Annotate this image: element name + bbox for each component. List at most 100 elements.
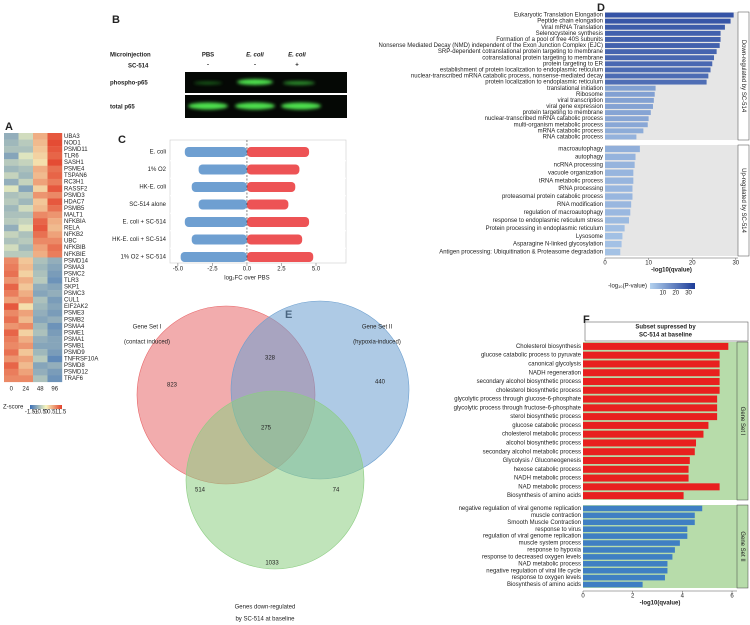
heat-cell bbox=[33, 342, 48, 350]
set-name: Gene Set I bbox=[133, 325, 162, 331]
heat-cell bbox=[18, 250, 34, 258]
lane-label: PBS bbox=[202, 53, 214, 59]
bar-label: viral transcription bbox=[558, 98, 603, 104]
row-label: NFKBIE bbox=[64, 252, 86, 258]
heat-cell bbox=[47, 329, 63, 337]
heat-cell bbox=[47, 342, 63, 350]
region-count: 275 bbox=[261, 426, 272, 432]
row-label: NOD1 bbox=[64, 140, 81, 146]
heat-cell bbox=[18, 342, 34, 350]
bar-label: alcohol biosynthetic process bbox=[506, 441, 581, 447]
bar bbox=[583, 567, 668, 574]
heat-cell bbox=[18, 237, 34, 245]
heat-cell bbox=[47, 198, 63, 206]
heat-cell bbox=[47, 362, 63, 369]
heat-cell bbox=[18, 159, 34, 166]
bar-label: glucose catabolic process bbox=[512, 423, 581, 429]
bar bbox=[605, 36, 721, 42]
heat-cell bbox=[4, 191, 19, 199]
heat-cell bbox=[33, 146, 48, 153]
heat-cell bbox=[33, 303, 48, 311]
heat-cell bbox=[33, 218, 48, 225]
heat-cell bbox=[4, 264, 19, 271]
bar bbox=[605, 217, 629, 224]
row-label: PSMA3 bbox=[64, 265, 85, 271]
heat-cell bbox=[4, 375, 19, 383]
row-label: CUL1 bbox=[64, 298, 80, 304]
x-tick-label: -5.0 bbox=[173, 267, 184, 273]
bar-label: canonical glycolysis bbox=[528, 362, 581, 368]
colorbar-tick-label: 1 bbox=[55, 410, 59, 416]
bar bbox=[605, 161, 635, 168]
set-name: Genes down-regulated bbox=[235, 605, 296, 611]
row-label: NFKB2 bbox=[64, 232, 84, 238]
down-cloud bbox=[184, 147, 247, 157]
band bbox=[283, 81, 315, 85]
category-label: E. coli + SC-514 bbox=[122, 220, 166, 226]
bar bbox=[605, 209, 631, 216]
bar-label: secondary alcohol biosynthetic process bbox=[477, 379, 581, 385]
row-label: PSMB2 bbox=[64, 317, 85, 323]
bar bbox=[605, 110, 651, 116]
set-subtitle: (hypoxia-induced) bbox=[353, 340, 401, 346]
bar-label: autophagy bbox=[575, 154, 603, 160]
down-cloud bbox=[198, 164, 247, 175]
category-label: 1% O2 bbox=[148, 167, 167, 173]
heat-cell bbox=[4, 342, 19, 350]
bar bbox=[605, 153, 636, 161]
heat-cell bbox=[4, 349, 19, 356]
bar-label: regulation of macroautophagy bbox=[524, 210, 603, 216]
set-subtitle: (contact induced) bbox=[124, 340, 170, 346]
set-name: Gene Set II bbox=[362, 325, 393, 331]
row-label: RASSF2 bbox=[64, 186, 88, 192]
heat-cell bbox=[33, 349, 48, 356]
legend-title: -log₁₀(P-value) bbox=[608, 284, 647, 290]
x-tick-label: 20 bbox=[689, 261, 696, 267]
heat-cell bbox=[33, 172, 48, 180]
heat-cell bbox=[18, 355, 34, 363]
group-strip bbox=[736, 504, 749, 589]
row-title: Microinjection bbox=[110, 53, 151, 59]
down-cloud bbox=[198, 199, 247, 210]
heat-cell bbox=[18, 303, 34, 311]
venn-set bbox=[185, 390, 365, 570]
heat-cell bbox=[47, 133, 63, 140]
group-label: Gene Set I bbox=[739, 407, 745, 436]
row-label: MALT1 bbox=[64, 212, 84, 218]
bar bbox=[605, 55, 715, 61]
bar bbox=[583, 386, 720, 394]
heat-cell bbox=[4, 290, 19, 297]
bar-label: NAD metabolic process bbox=[518, 484, 581, 490]
heat-cell bbox=[33, 290, 48, 297]
up-cloud bbox=[246, 147, 310, 157]
bar-label: protein targeting to membrane bbox=[523, 110, 604, 116]
bar-label: Ribosome bbox=[576, 92, 604, 98]
bar-label: Asparagine N-linked glycosylation bbox=[513, 242, 603, 248]
panel-letter: C bbox=[118, 134, 126, 146]
heat-cell bbox=[18, 349, 34, 356]
heat-cell bbox=[33, 205, 48, 212]
heat-cell bbox=[47, 270, 63, 278]
bar bbox=[605, 49, 717, 55]
heat-cell bbox=[47, 146, 63, 153]
bar-label: Protein processing in endoplasmic reticu… bbox=[486, 226, 603, 232]
heat-cell bbox=[18, 336, 34, 343]
x-axis-label: -log10(qvalue) bbox=[651, 268, 692, 274]
group-label: Up-regulated by SC-514 bbox=[740, 168, 746, 233]
heat-cell bbox=[47, 316, 63, 324]
heat-cell bbox=[33, 159, 48, 166]
heat-cell bbox=[4, 244, 19, 252]
heat-cell bbox=[47, 264, 63, 271]
heat-cell bbox=[18, 277, 34, 284]
heat-cell bbox=[47, 211, 63, 219]
row-label: PSMC2 bbox=[64, 271, 85, 277]
heat-cell bbox=[4, 198, 19, 206]
bar bbox=[605, 233, 623, 240]
bar bbox=[583, 456, 690, 465]
heat-cell bbox=[47, 250, 63, 258]
bar bbox=[605, 43, 720, 48]
bar bbox=[605, 134, 637, 140]
bar-label: vacuole organization bbox=[548, 170, 603, 176]
heat-cell bbox=[47, 237, 63, 245]
